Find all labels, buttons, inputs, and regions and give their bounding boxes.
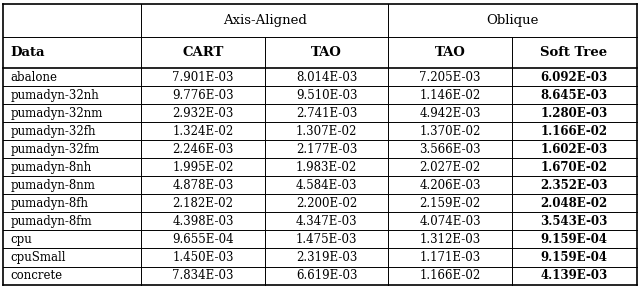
Text: TAO: TAO [435, 46, 466, 59]
Text: 7.205E-03: 7.205E-03 [419, 71, 481, 84]
Text: pumadyn-8fh: pumadyn-8fh [11, 197, 89, 210]
Text: 7.901E-03: 7.901E-03 [172, 71, 234, 84]
Text: 2.200E-02: 2.200E-02 [296, 197, 357, 210]
Text: 1.995E-02: 1.995E-02 [172, 161, 234, 174]
Text: 1.475E-03: 1.475E-03 [296, 233, 357, 246]
Text: 1.171E-03: 1.171E-03 [420, 251, 481, 264]
Text: 1.370E-02: 1.370E-02 [419, 125, 481, 138]
Text: 7.834E-03: 7.834E-03 [172, 269, 234, 282]
Text: 1.324E-02: 1.324E-02 [172, 125, 234, 138]
Text: 9.159E-04: 9.159E-04 [540, 233, 607, 246]
Text: cpu: cpu [11, 233, 33, 246]
Text: 9.159E-04: 9.159E-04 [540, 251, 607, 264]
Text: 1.312E-03: 1.312E-03 [420, 233, 481, 246]
Text: 4.074E-03: 4.074E-03 [419, 215, 481, 228]
Text: TAO: TAO [311, 46, 342, 59]
Text: 3.543E-03: 3.543E-03 [540, 215, 607, 228]
Text: 1.307E-02: 1.307E-02 [296, 125, 357, 138]
Text: pumadyn-32nm: pumadyn-32nm [11, 107, 103, 120]
Text: cpuSmall: cpuSmall [11, 251, 67, 264]
Text: 2.319E-03: 2.319E-03 [296, 251, 357, 264]
Text: 1.166E-02: 1.166E-02 [540, 125, 607, 138]
Text: 1.166E-02: 1.166E-02 [420, 269, 481, 282]
Text: 4.206E-03: 4.206E-03 [419, 179, 481, 192]
Text: 1.983E-02: 1.983E-02 [296, 161, 357, 174]
Text: 1.670E-02: 1.670E-02 [540, 161, 607, 174]
Text: 2.048E-02: 2.048E-02 [540, 197, 607, 210]
Text: pumadyn-32fm: pumadyn-32fm [11, 143, 100, 156]
Text: 9.510E-03: 9.510E-03 [296, 89, 357, 102]
Text: 4.942E-03: 4.942E-03 [419, 107, 481, 120]
Text: 2.932E-03: 2.932E-03 [172, 107, 234, 120]
Text: 8.014E-03: 8.014E-03 [296, 71, 357, 84]
Text: Soft Tree: Soft Tree [540, 46, 607, 59]
Text: 4.139E-03: 4.139E-03 [540, 269, 607, 282]
Text: 1.450E-03: 1.450E-03 [172, 251, 234, 264]
Text: pumadyn-8nh: pumadyn-8nh [11, 161, 92, 174]
Text: 9.776E-03: 9.776E-03 [172, 89, 234, 102]
Text: 6.619E-03: 6.619E-03 [296, 269, 357, 282]
Text: pumadyn-8nm: pumadyn-8nm [11, 179, 95, 192]
Text: 2.352E-03: 2.352E-03 [540, 179, 607, 192]
Text: pumadyn-8fm: pumadyn-8fm [11, 215, 92, 228]
Text: 4.398E-03: 4.398E-03 [172, 215, 234, 228]
Text: 2.741E-03: 2.741E-03 [296, 107, 357, 120]
Text: 3.566E-03: 3.566E-03 [419, 143, 481, 156]
Text: pumadyn-32fh: pumadyn-32fh [11, 125, 96, 138]
Text: Data: Data [11, 46, 45, 59]
Text: 9.655E-04: 9.655E-04 [172, 233, 234, 246]
Text: 6.092E-03: 6.092E-03 [540, 71, 607, 84]
Text: Axis-Aligned: Axis-Aligned [223, 14, 307, 27]
Text: concrete: concrete [11, 269, 63, 282]
Text: 1.280E-03: 1.280E-03 [540, 107, 607, 120]
Text: CART: CART [182, 46, 224, 59]
Text: 2.177E-03: 2.177E-03 [296, 143, 357, 156]
Text: 2.182E-02: 2.182E-02 [173, 197, 234, 210]
Text: 4.347E-03: 4.347E-03 [296, 215, 358, 228]
Text: 2.246E-03: 2.246E-03 [172, 143, 234, 156]
Text: 8.645E-03: 8.645E-03 [540, 89, 607, 102]
Text: abalone: abalone [11, 71, 58, 84]
Text: 2.159E-02: 2.159E-02 [420, 197, 481, 210]
Text: Oblique: Oblique [486, 14, 538, 27]
Text: 4.878E-03: 4.878E-03 [172, 179, 234, 192]
Text: 1.602E-03: 1.602E-03 [540, 143, 607, 156]
Text: 2.027E-02: 2.027E-02 [420, 161, 481, 174]
Text: 1.146E-02: 1.146E-02 [420, 89, 481, 102]
Text: pumadyn-32nh: pumadyn-32nh [11, 89, 100, 102]
Text: 4.584E-03: 4.584E-03 [296, 179, 357, 192]
